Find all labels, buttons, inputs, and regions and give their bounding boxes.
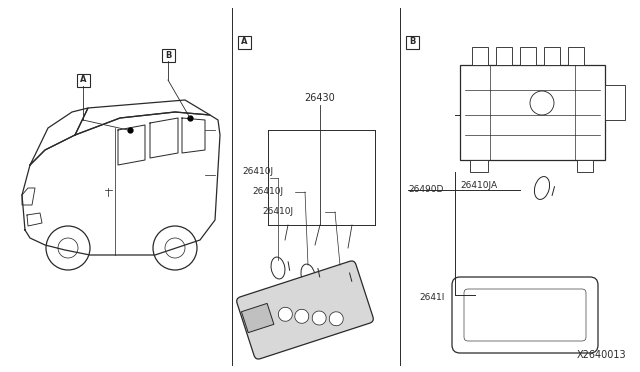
- Text: B: B: [165, 51, 171, 60]
- Text: 26490D: 26490D: [408, 186, 444, 195]
- Circle shape: [165, 238, 185, 258]
- Bar: [605, 85, 625, 120]
- Bar: [470, 160, 488, 172]
- Text: 26410J: 26410J: [252, 187, 283, 196]
- FancyBboxPatch shape: [241, 304, 274, 333]
- Ellipse shape: [271, 257, 285, 279]
- Text: A: A: [241, 38, 247, 46]
- Ellipse shape: [534, 177, 550, 199]
- Text: 26410J: 26410J: [242, 167, 273, 176]
- Circle shape: [278, 307, 292, 321]
- Text: 26430: 26430: [305, 93, 335, 103]
- Bar: [472, 47, 488, 65]
- Ellipse shape: [301, 264, 315, 286]
- Text: 26410JA: 26410JA: [461, 180, 498, 189]
- Bar: [77, 74, 90, 87]
- Bar: [161, 48, 175, 61]
- Bar: [496, 47, 512, 65]
- Text: A: A: [80, 76, 86, 84]
- Circle shape: [295, 309, 308, 323]
- FancyBboxPatch shape: [464, 289, 586, 341]
- Text: 26410J: 26410J: [262, 208, 293, 217]
- Circle shape: [153, 226, 197, 270]
- Ellipse shape: [333, 269, 347, 291]
- Circle shape: [329, 312, 343, 326]
- Bar: [568, 47, 584, 65]
- Text: 2641I: 2641I: [419, 294, 445, 302]
- Circle shape: [46, 226, 90, 270]
- Circle shape: [312, 311, 326, 325]
- Bar: [237, 35, 250, 48]
- Bar: [520, 47, 536, 65]
- Text: X2640013: X2640013: [577, 350, 626, 360]
- Bar: [544, 47, 560, 65]
- FancyBboxPatch shape: [237, 261, 373, 359]
- Bar: [577, 160, 593, 172]
- FancyBboxPatch shape: [452, 277, 598, 353]
- Circle shape: [58, 238, 78, 258]
- Bar: [460, 65, 605, 160]
- Circle shape: [530, 91, 554, 115]
- Bar: [406, 35, 419, 48]
- Text: B: B: [409, 38, 415, 46]
